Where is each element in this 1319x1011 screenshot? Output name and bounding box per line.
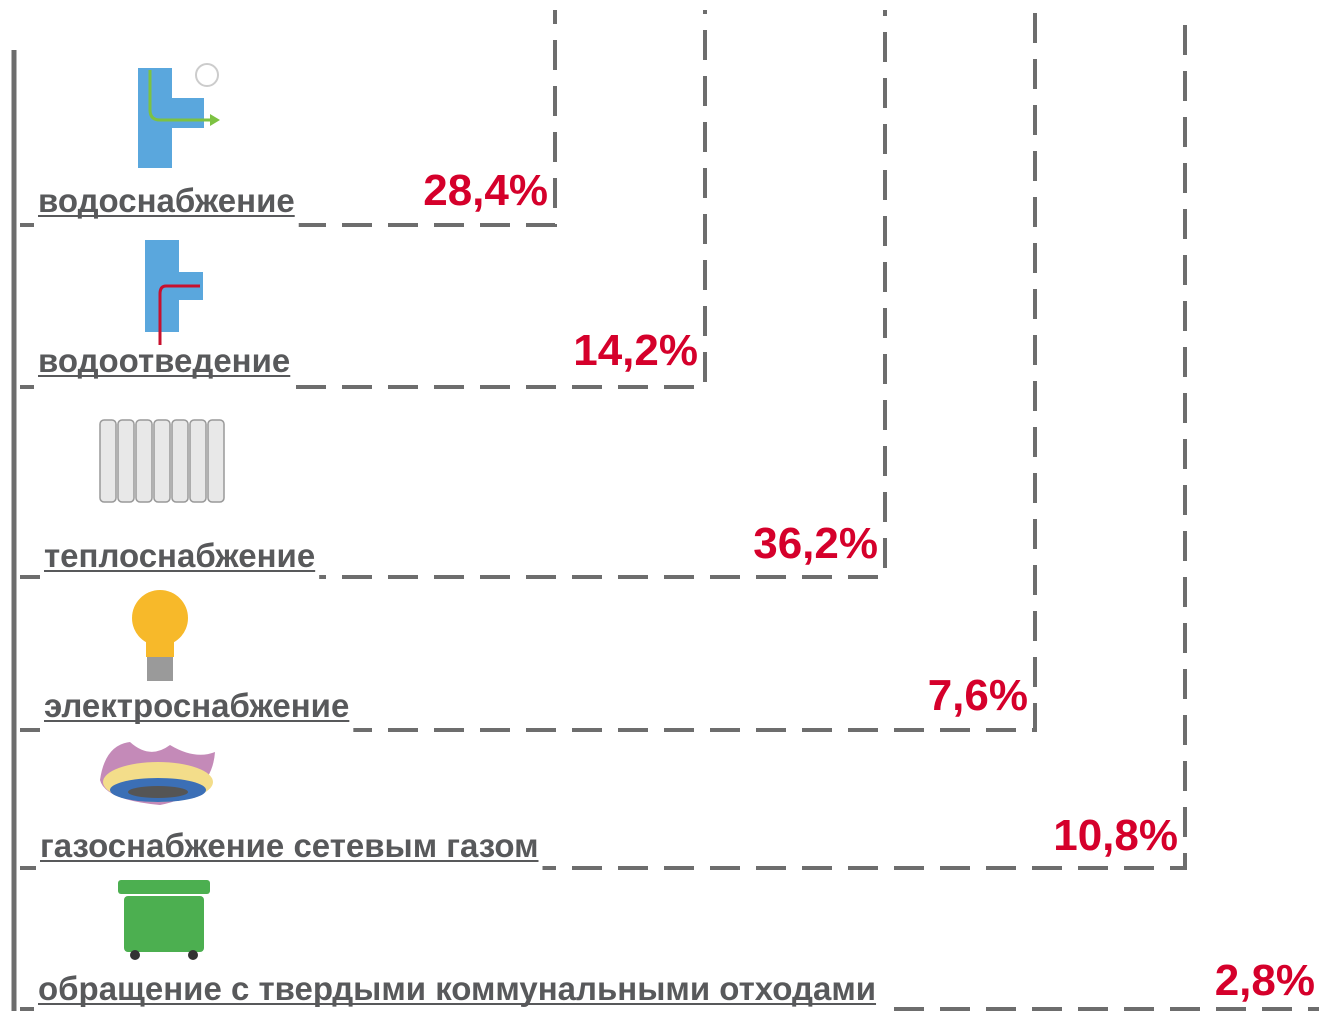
label-backing <box>34 219 299 229</box>
item-label: обращение с твердыми коммунальными отход… <box>38 970 876 1007</box>
item-label: водоотведение <box>38 342 290 379</box>
item-value: 7,6% <box>928 671 1028 720</box>
label-backing <box>36 862 543 872</box>
item-label: теплоснабжение <box>44 537 315 574</box>
icon-gas <box>100 742 215 805</box>
icon-water-supply <box>138 63 220 168</box>
icon-drainage <box>145 240 203 345</box>
item-label: водоснабжение <box>38 182 295 219</box>
item-label: электроснабжение <box>44 687 349 724</box>
icon-bin <box>118 880 210 960</box>
label-backing <box>34 1003 881 1011</box>
item-value: 10,8% <box>1053 811 1178 860</box>
item-value: 28,4% <box>423 166 548 215</box>
item-label: газоснабжение сетевым газом <box>40 827 539 864</box>
item-value: 36,2% <box>753 519 878 568</box>
icon-bulb <box>132 590 188 681</box>
item-value: 2,8% <box>1215 956 1315 1005</box>
label-backing <box>40 571 320 581</box>
label-backing <box>34 381 295 391</box>
label-backing <box>40 724 354 734</box>
dashed-border <box>20 10 707 389</box>
dashed-border <box>20 10 557 227</box>
dashed-border <box>20 10 1037 732</box>
icon-radiator <box>99 419 225 503</box>
item-value: 14,2% <box>573 326 698 375</box>
